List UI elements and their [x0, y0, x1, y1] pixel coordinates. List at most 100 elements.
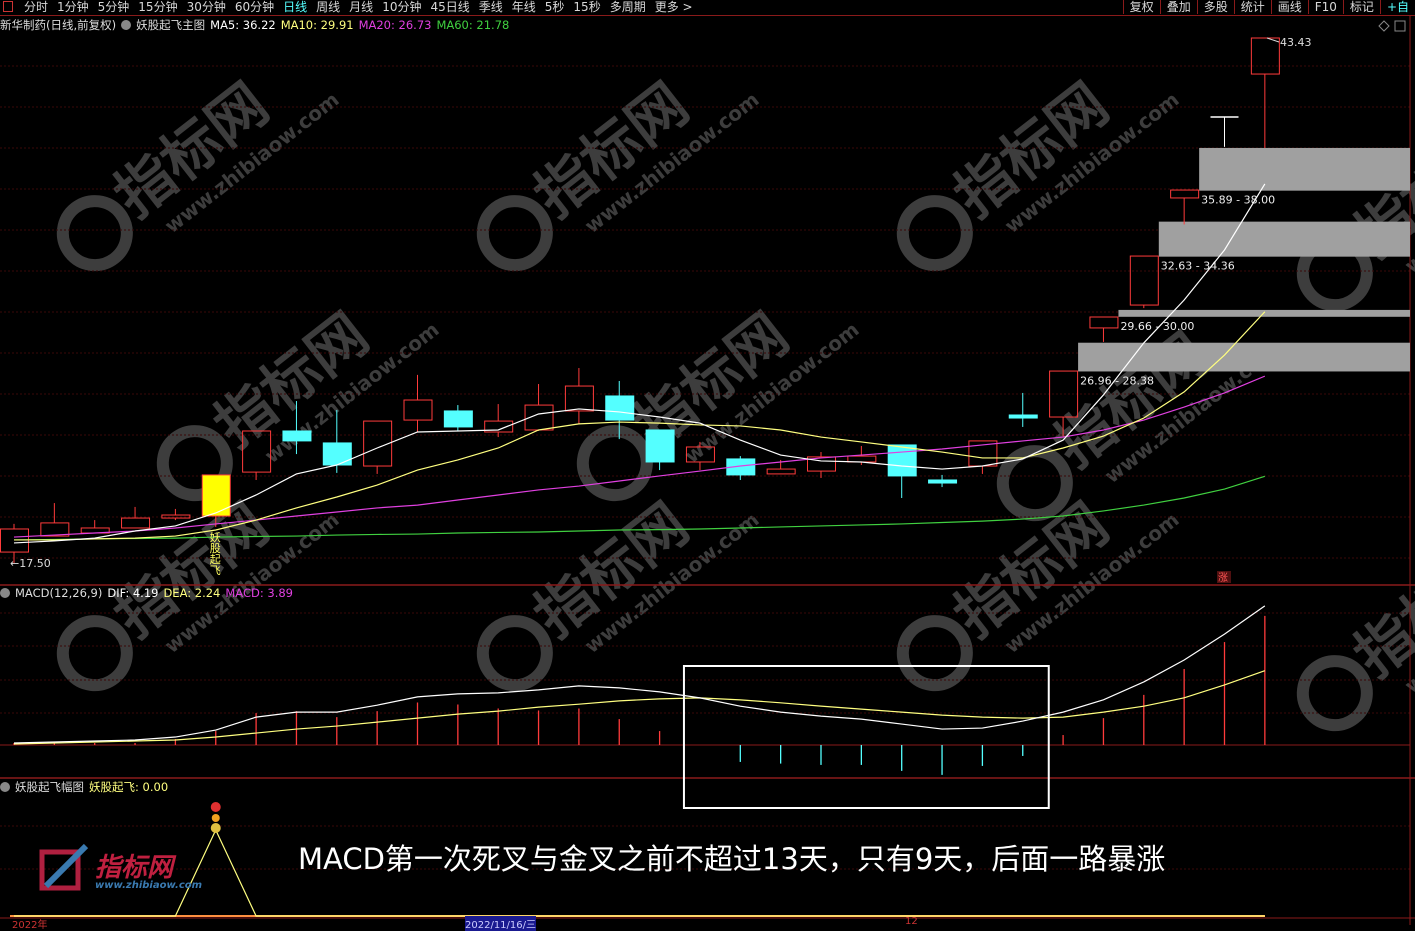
candle-body [847, 455, 877, 463]
candle-body [766, 468, 796, 475]
brand-logo-arrow-icon [43, 843, 89, 889]
limit-up-badge [1217, 571, 1231, 583]
candle-body [685, 446, 715, 463]
price-zone-label-2: 32.63 - 34.36 [1161, 260, 1235, 273]
candle-31 [1250, 37, 1280, 148]
ma5-value: MA5: 36.22 [210, 18, 276, 32]
period-tab-11[interactable]: 季线 [478, 0, 503, 14]
period-tab-13[interactable]: 5秒 [544, 0, 565, 14]
candle-body [645, 429, 675, 463]
candle-body [443, 410, 473, 428]
candle-body [887, 444, 917, 477]
date-label-start: 2022年 [12, 920, 48, 931]
signal-text-char: 股 [210, 542, 221, 555]
period-tab-4[interactable]: 30分钟 [186, 0, 226, 14]
period-tab-14[interactable]: 15秒 [573, 0, 601, 14]
action-button-7[interactable]: +自 [1379, 0, 1415, 14]
stock-name: 新华制药(日线,前复权) [0, 18, 117, 32]
high-price-arrow-icon [1266, 37, 1280, 43]
period-tab-1[interactable]: 1分钟 [57, 0, 89, 14]
candle-28 [1129, 255, 1159, 309]
date-label-cursor: 2022/11/16/三 [465, 916, 537, 931]
period-tab-9[interactable]: 10分钟 [382, 0, 422, 14]
period-tab-16[interactable]: 更多 > [654, 0, 693, 14]
candle-6 [242, 430, 272, 480]
candle-body [121, 517, 151, 529]
signal-value: 妖股起飞: 0.00 [89, 780, 169, 794]
indicator-settings-icon[interactable] [121, 20, 132, 30]
watermark-logo-icon [476, 615, 553, 692]
action-button-0[interactable]: 复权 [1122, 0, 1160, 14]
period-tab-8[interactable]: 月线 [349, 0, 374, 14]
main-legend: 新华制药(日线,前复权) 妖股起飞主图 MA5: 36.22 MA10: 29.91 M… [0, 18, 514, 32]
macd-settings-icon[interactable] [0, 588, 10, 598]
period-tab-5[interactable]: 60分钟 [234, 0, 275, 14]
price-zone-label-1: 29.66 - 30.00 [1120, 320, 1194, 333]
dea-value: DEA: 2.24 [163, 586, 221, 600]
candle-16 [645, 429, 675, 471]
price-zone-0 [1078, 342, 1410, 372]
candle-body [928, 479, 958, 484]
candle-3 [121, 506, 151, 529]
period-tab-15[interactable]: 多周期 [609, 0, 646, 14]
ma10-line [14, 311, 1266, 541]
period-tab-6[interactable]: 日线 [283, 0, 308, 14]
macd-name: MACD(12,26,9) [15, 586, 103, 600]
candle-14 [564, 368, 594, 424]
action-button-3[interactable]: 统计 [1233, 0, 1271, 14]
period-tab-7[interactable]: 周线 [316, 0, 341, 14]
watermark-logo-icon [896, 195, 973, 272]
watermark-logo-icon [56, 615, 133, 692]
highlight-box [682, 665, 1050, 809]
ma10-value: MA10: 29.91 [280, 18, 354, 32]
signal-bow-icon [211, 814, 220, 822]
candle-18 [726, 456, 756, 480]
period-tab-3[interactable]: 15分钟 [138, 0, 178, 14]
candle-15 [605, 380, 635, 440]
menu-icon[interactable] [3, 1, 13, 12]
candle-26 [1049, 370, 1079, 438]
action-buttons: 复权 叠加 多股 统计 画线 F10 标记 +自 [1122, 0, 1415, 14]
candle-7 [282, 401, 312, 455]
dea-line [13, 670, 1266, 745]
candle-body [403, 399, 433, 421]
candle-25 [1008, 392, 1038, 427]
diamond-icon [1378, 20, 1390, 32]
candle-20 [807, 452, 836, 478]
period-tab-2[interactable]: 5分钟 [97, 0, 130, 14]
price-zone-label-0: 26.96 - 28.38 [1080, 374, 1154, 387]
period-tab-12[interactable]: 年线 [511, 0, 536, 14]
candle-0 [0, 523, 29, 563]
ma60-value: MA60: 21.78 [436, 18, 510, 32]
period-tab-10[interactable]: 45日线 [430, 0, 470, 14]
candle-22 [887, 444, 917, 499]
candle-17 [685, 441, 715, 471]
action-button-2[interactable]: 多股 [1196, 0, 1234, 14]
candle-body [363, 420, 393, 467]
candle-13 [524, 384, 554, 431]
candle-4 [161, 508, 191, 521]
signal-coin-icon [210, 823, 221, 833]
candle-23 [928, 474, 958, 488]
candle-2 [80, 520, 110, 534]
signal-settings-icon[interactable] [0, 782, 10, 792]
period-tab-0[interactable]: 分时 [24, 0, 49, 14]
period-toolbar: 分时 1分钟 5分钟 15分钟 30分钟 60分钟 日线 周线 月线 10分钟 45日线 季线 年线 5秒… [0, 0, 1415, 16]
annotation-text: MACD第一次死叉与金叉之前不超过13天，只有9天，后面一路暴涨 [298, 842, 1166, 876]
candle-body [201, 474, 231, 517]
watermark-logo-icon [476, 195, 553, 272]
action-button-4[interactable]: 画线 [1270, 0, 1308, 14]
dif-value: DIF: 4.19 [107, 586, 159, 600]
action-button-6[interactable]: 标记 [1342, 0, 1380, 14]
action-button-1[interactable]: 叠加 [1159, 0, 1197, 14]
candle-10 [403, 374, 433, 433]
ma5-line [13, 183, 1266, 544]
watermark-logo-icon [576, 425, 653, 502]
action-button-5[interactable]: F10 [1307, 0, 1343, 14]
